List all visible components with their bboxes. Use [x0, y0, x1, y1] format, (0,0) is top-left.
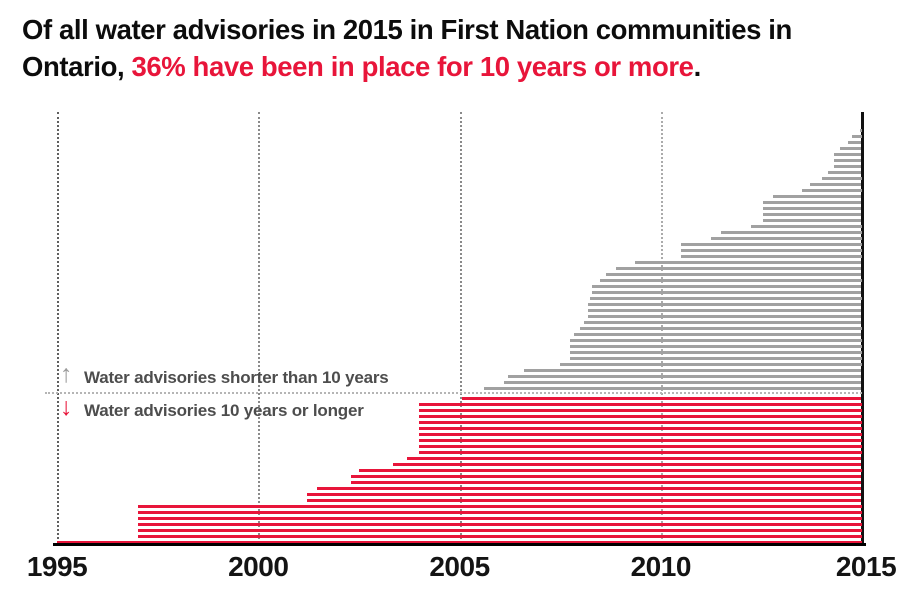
advisory-bar-shorter-than-10-years [751, 225, 862, 228]
advisory-bar-shorter-than-10-years [859, 129, 862, 132]
advisory-bar-shorter-than-10-years [809, 183, 862, 186]
advisory-bar-10-years-or-longer [137, 505, 862, 508]
advisory-bar-shorter-than-10-years [763, 207, 862, 210]
advisory-bar-10-years-or-longer [419, 415, 862, 418]
advisory-bar-10-years-or-longer [419, 421, 862, 424]
advisory-bar-10-years-or-longer [137, 511, 862, 514]
advisory-bar-shorter-than-10-years [847, 141, 862, 144]
title-text-red-highlight: 36% have been in place for 10 years or m… [131, 50, 694, 82]
advisory-bar-shorter-than-10-years [827, 171, 862, 174]
gridline-2005-dotted [459, 112, 462, 543]
advisory-bar-10-years-or-longer [393, 463, 862, 466]
arrow-down-icon: ↓ [60, 393, 73, 421]
advisory-bar-shorter-than-10-years [833, 165, 862, 168]
advisory-bar-shorter-than-10-years [588, 309, 862, 312]
chart-title: Of all water advisories in 2015 in First… [22, 12, 884, 85]
advisory-bar-10-years-or-longer [419, 439, 862, 442]
advisory-bar-shorter-than-10-years [570, 345, 862, 348]
advisory-bar-shorter-than-10-years [616, 267, 862, 270]
gridline-2015-solid [861, 112, 864, 543]
advisory-bar-shorter-than-10-years [680, 243, 862, 246]
advisory-bar-shorter-than-10-years [570, 339, 862, 342]
advisory-bar-10-years-or-longer [419, 427, 862, 430]
advisory-bar-shorter-than-10-years [600, 279, 862, 282]
advisory-bar-shorter-than-10-years [588, 315, 862, 318]
advisory-bar-10-years-or-longer [306, 499, 862, 502]
advisory-bar-10-years-or-longer [316, 487, 862, 490]
advisory-bar-shorter-than-10-years [763, 213, 862, 216]
gridline-2000-dotted [258, 112, 261, 543]
advisory-bar-shorter-than-10-years [763, 219, 862, 222]
advisory-bar-shorter-than-10-years [503, 381, 862, 384]
advisory-bar-shorter-than-10-years [851, 135, 862, 138]
x-tick-label-2000: 2000 [228, 551, 289, 582]
advisory-bar-10-years-or-longer [358, 469, 862, 472]
advisory-bar-shorter-than-10-years [606, 273, 862, 276]
x-tick-label-1995: 1995 [26, 551, 88, 582]
advisory-bar-10-years-or-longer [419, 409, 862, 412]
advisory-bar-10-years-or-longer [57, 541, 862, 544]
advisory-bar-shorter-than-10-years [570, 351, 862, 354]
advisory-bar-10-years-or-longer [350, 481, 862, 484]
advisory-bar-10-years-or-longer [419, 445, 862, 448]
x-tick-label-2005: 2005 [429, 551, 490, 582]
advisory-bar-shorter-than-10-years [680, 249, 862, 252]
advisory-bar-shorter-than-10-years [711, 237, 862, 240]
legend-label-shorter-than-10-years: Water advisories shorter than 10 years [84, 368, 389, 387]
advisory-bar-shorter-than-10-years [588, 303, 862, 306]
advisory-bar-shorter-than-10-years [483, 387, 862, 390]
arrow-up-icon: ↑ [60, 360, 73, 388]
advisory-bar-shorter-than-10-years [801, 189, 862, 192]
advisory-bar-shorter-than-10-years [833, 153, 862, 156]
advisory-bar-shorter-than-10-years [821, 177, 862, 180]
advisory-bar-shorter-than-10-years [560, 363, 862, 366]
advisory-bar-shorter-than-10-years [574, 333, 862, 336]
advisory-bar-shorter-than-10-years [580, 327, 862, 330]
advisory-bar-10-years-or-longer [137, 517, 862, 520]
advisory-bar-10-years-or-longer [350, 475, 862, 478]
advisory-bar-shorter-than-10-years [592, 291, 862, 294]
advisory-bar-10-years-or-longer [419, 451, 862, 454]
advisory-bar-shorter-than-10-years [590, 297, 862, 300]
advisory-bar-shorter-than-10-years [570, 357, 862, 360]
advisory-bar-shorter-than-10-years [763, 201, 862, 204]
advisory-bar-shorter-than-10-years [833, 159, 862, 162]
x-tick-label-2015: 2015 [835, 551, 897, 582]
advisory-bar-shorter-than-10-years [584, 321, 862, 324]
advisory-bar-shorter-than-10-years [680, 255, 862, 258]
advisory-bar-shorter-than-10-years [721, 231, 862, 234]
advisory-bar-10-years-or-longer [137, 529, 862, 532]
x-axis-line [53, 543, 866, 546]
gridline-1995-dotted [57, 112, 59, 543]
advisory-bar-10-years-or-longer [461, 397, 862, 400]
advisory-bar-shorter-than-10-years [523, 369, 862, 372]
advisory-bar-10-years-or-longer [419, 433, 862, 436]
advisory-bar-shorter-than-10-years [592, 285, 862, 288]
advisory-bar-10-years-or-longer [137, 523, 862, 526]
x-tick-label-2010: 2010 [630, 551, 692, 582]
advisory-bar-shorter-than-10-years [839, 147, 862, 150]
advisory-bar-shorter-than-10-years [773, 195, 862, 198]
ten-year-divider-dotted-line [45, 392, 862, 394]
title-period: . [693, 50, 702, 82]
advisory-bar-10-years-or-longer [306, 493, 862, 496]
advisory-bar-shorter-than-10-years [634, 261, 862, 264]
advisory-bar-10-years-or-longer [407, 457, 862, 460]
advisory-bar-10-years-or-longer [419, 403, 862, 406]
advisory-bar-10-years-or-longer [137, 535, 862, 538]
advisory-bar-shorter-than-10-years [507, 375, 862, 378]
title-text-black: Of all water advisories in 2015 in First… [22, 14, 792, 82]
legend-label-10-years-or-longer: Water advisories 10 years or longer [84, 401, 364, 420]
